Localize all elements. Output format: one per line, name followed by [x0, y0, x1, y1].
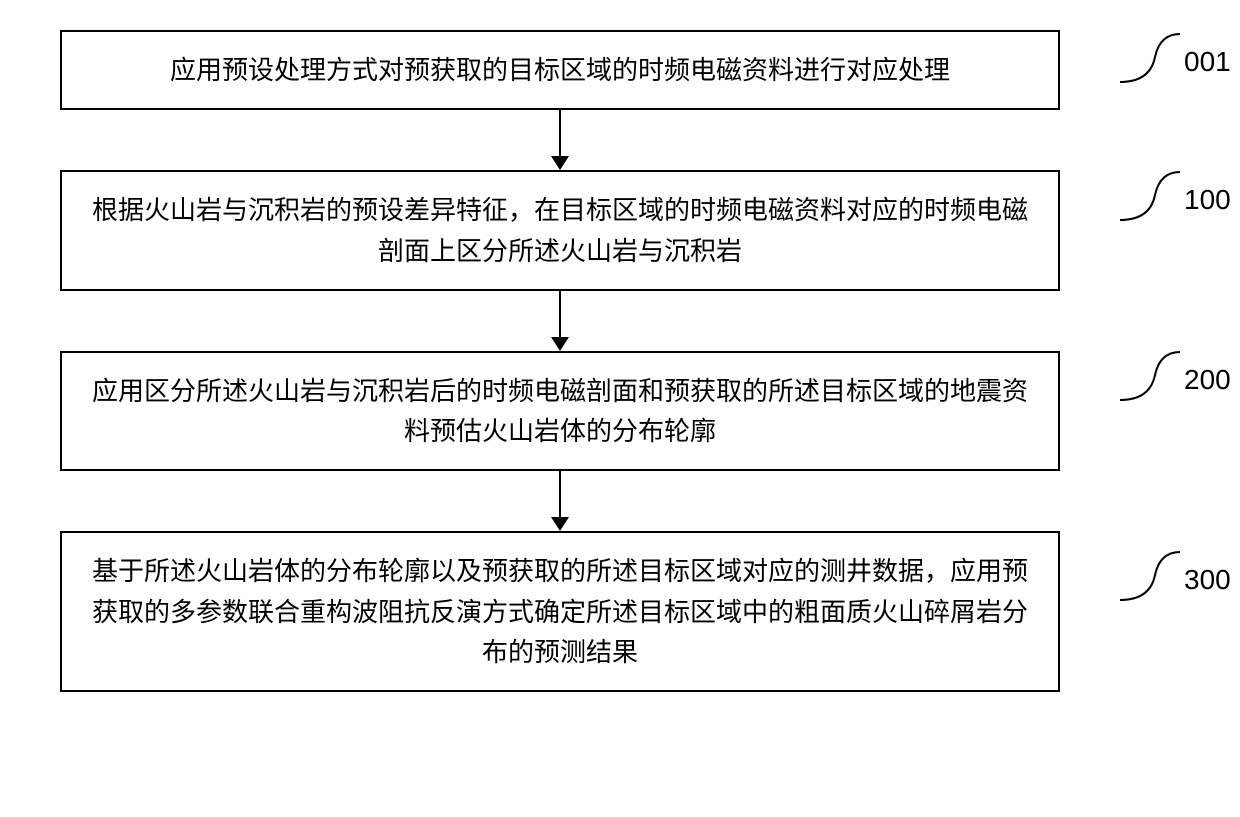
flow-step-200: 应用区分所述火山岩与沉积岩后的时频电磁剖面和预获取的所述目标区域的地震资料预估火… — [60, 351, 1060, 472]
step-label-text: 200 — [1184, 364, 1231, 396]
flow-arrow — [60, 471, 1060, 531]
arrow-head-icon — [551, 517, 569, 531]
arrow-head-icon — [551, 337, 569, 351]
flow-step-text: 应用区分所述火山岩与沉积岩后的时频电磁剖面和预获取的所述目标区域的地震资料预估火… — [92, 376, 1028, 446]
step-label-text: 001 — [1184, 46, 1231, 78]
step-label-text: 100 — [1184, 184, 1231, 216]
flow-arrow — [60, 291, 1060, 351]
leader-curve-icon — [1120, 170, 1180, 230]
leader-curve-icon — [1120, 32, 1180, 92]
flow-step-text: 基于所述火山岩体的分布轮廓以及预获取的所述目标区域对应的测井数据，应用预获取的多… — [92, 556, 1028, 667]
step-label-text: 300 — [1184, 564, 1231, 596]
step-label-100: 100 — [1120, 170, 1231, 230]
flow-step-text: 应用预设处理方式对预获取的目标区域的时频电磁资料进行对应处理 — [170, 55, 950, 85]
step-label-300: 300 — [1120, 550, 1231, 610]
step-label-001: 001 — [1120, 32, 1231, 92]
arrow-line — [559, 471, 561, 519]
flowchart-container: 应用预设处理方式对预获取的目标区域的时频电磁资料进行对应处理 001 根据火山岩… — [60, 30, 1060, 692]
flow-arrow — [60, 110, 1060, 170]
flow-step-300: 基于所述火山岩体的分布轮廓以及预获取的所述目标区域对应的测井数据，应用预获取的多… — [60, 531, 1060, 692]
arrow-head-icon — [551, 156, 569, 170]
step-label-200: 200 — [1120, 350, 1231, 410]
flow-step-100: 根据火山岩与沉积岩的预设差异特征，在目标区域的时频电磁资料对应的时频电磁剖面上区… — [60, 170, 1060, 291]
leader-curve-icon — [1120, 550, 1180, 610]
arrow-line — [559, 110, 561, 158]
flow-step-001: 应用预设处理方式对预获取的目标区域的时频电磁资料进行对应处理 — [60, 30, 1060, 110]
arrow-line — [559, 291, 561, 339]
leader-curve-icon — [1120, 350, 1180, 410]
flow-step-text: 根据火山岩与沉积岩的预设差异特征，在目标区域的时频电磁资料对应的时频电磁剖面上区… — [92, 195, 1028, 265]
